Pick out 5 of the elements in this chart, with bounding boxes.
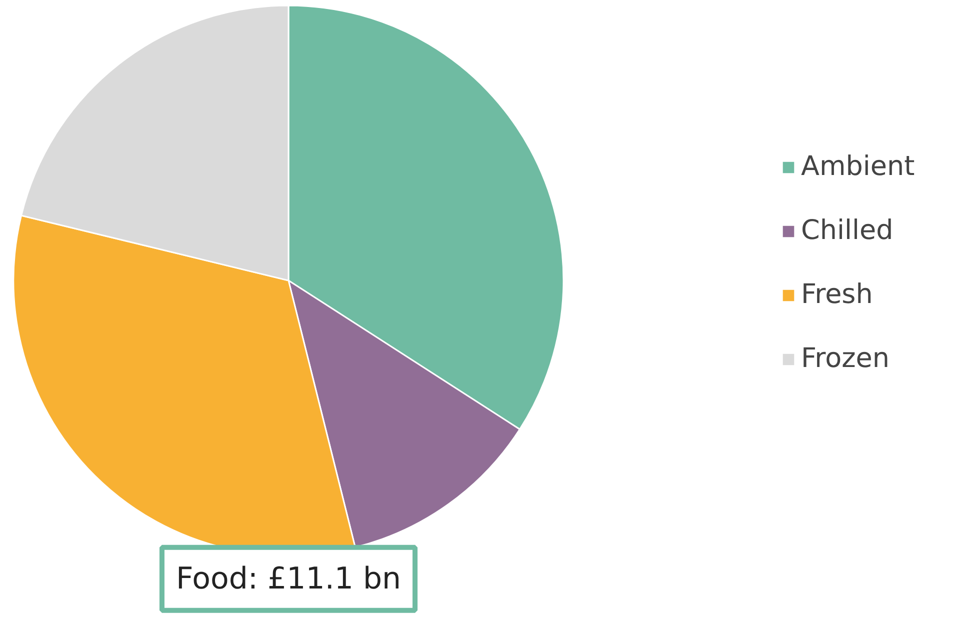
text: Food: £11.1 bn — [176, 561, 402, 596]
legend-label: Frozen — [801, 343, 890, 374]
legend-label: Fresh — [801, 279, 873, 310]
legend-label: Chilled — [801, 215, 894, 246]
legend-label: Ambient — [801, 151, 915, 182]
